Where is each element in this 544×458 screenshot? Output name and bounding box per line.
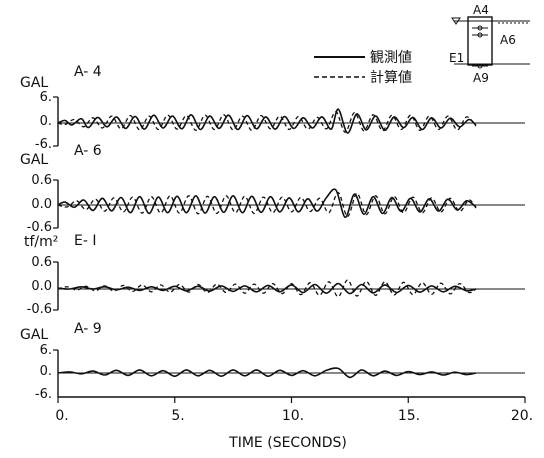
panel-e1-unit: tf/m² xyxy=(24,234,58,250)
panel-a4-ytick-top: 6. xyxy=(40,90,52,105)
panel-a6-title: A- 6 xyxy=(74,143,102,159)
panel-e1: tf/m² E- I 0.6 0.0 -0.6 xyxy=(24,233,525,317)
panel-a9: GAL A- 9 6. 0. -6. xyxy=(20,321,525,402)
legend-computed-label: 計算値 xyxy=(370,70,412,86)
panel-a9-ytick-bottom: -6. xyxy=(35,387,52,402)
panel-a6-observed-line xyxy=(57,188,477,219)
panel-a9-ytick-top: 6. xyxy=(40,343,52,358)
panel-a6-ytick-bottom: -0.6 xyxy=(27,220,52,235)
panel-a9-title: A- 9 xyxy=(74,321,102,337)
panel-e1-observed-line xyxy=(57,282,477,295)
inset-tank-outline xyxy=(467,16,493,66)
x-tick-label-0: 0. xyxy=(55,408,68,424)
x-axis: 0. 5. 10. 15. 20. TIME (SECONDS) xyxy=(55,396,533,451)
inset-label-a4: A4 xyxy=(473,3,489,17)
panel-a4-observed-line xyxy=(57,108,477,134)
panel-a6-ytick-zero: 0.0 xyxy=(31,197,52,212)
x-tick-label-15: 15. xyxy=(398,408,420,424)
panel-a4-unit: GAL xyxy=(20,75,48,91)
panel-e1-title: E- I xyxy=(74,233,96,249)
panel-e1-ytick-top: 0.6 xyxy=(31,255,52,270)
panel-a4-ytick-zero: 0. xyxy=(40,114,52,129)
inset-label-a9: A9 xyxy=(473,71,489,85)
inset-label-a6: A6 xyxy=(500,33,516,47)
panel-e1-computed-line xyxy=(57,279,477,298)
panel-a9-observed-line xyxy=(57,367,477,379)
panel-a6-unit: GAL xyxy=(20,152,48,168)
inset-sensor-a6-dot xyxy=(477,32,483,38)
panel-a4: GAL A- 4 6. 0. -6. xyxy=(20,64,525,152)
inset-sensor-a9-dot xyxy=(477,63,483,69)
sensor-location-inset: A4 A6 E1 A9 xyxy=(449,3,530,85)
x-tick-label-10: 10. xyxy=(282,408,304,424)
panel-a4-title: A- 4 xyxy=(74,64,102,80)
x-tick-label-20: 20. xyxy=(511,408,533,424)
panel-a4-ytick-bottom: -6. xyxy=(35,137,52,152)
x-tick-label-5: 5. xyxy=(171,408,184,424)
x-axis-label: TIME (SECONDS) xyxy=(228,435,347,451)
legend-observed-label: 観測値 xyxy=(370,49,412,66)
inset-sensor-a4-dot xyxy=(477,25,483,31)
panel-e1-ytick-zero: 0.0 xyxy=(31,279,52,294)
legend: 観測値 計算値 xyxy=(314,49,412,86)
panel-a6-computed-line xyxy=(57,191,477,218)
panel-a6-ytick-top: 0.6 xyxy=(31,173,52,188)
panel-a6: GAL A- 6 0.6 0.0 -0.6 xyxy=(20,143,525,235)
panel-a4-computed-line xyxy=(57,111,477,133)
panel-e1-ytick-bottom: -0.6 xyxy=(27,302,52,317)
panel-a9-ytick-zero: 0. xyxy=(40,364,52,379)
panel-a9-unit: GAL xyxy=(20,327,48,343)
inset-label-e1: E1 xyxy=(449,51,464,65)
inset-water-mark-icon xyxy=(451,17,461,25)
